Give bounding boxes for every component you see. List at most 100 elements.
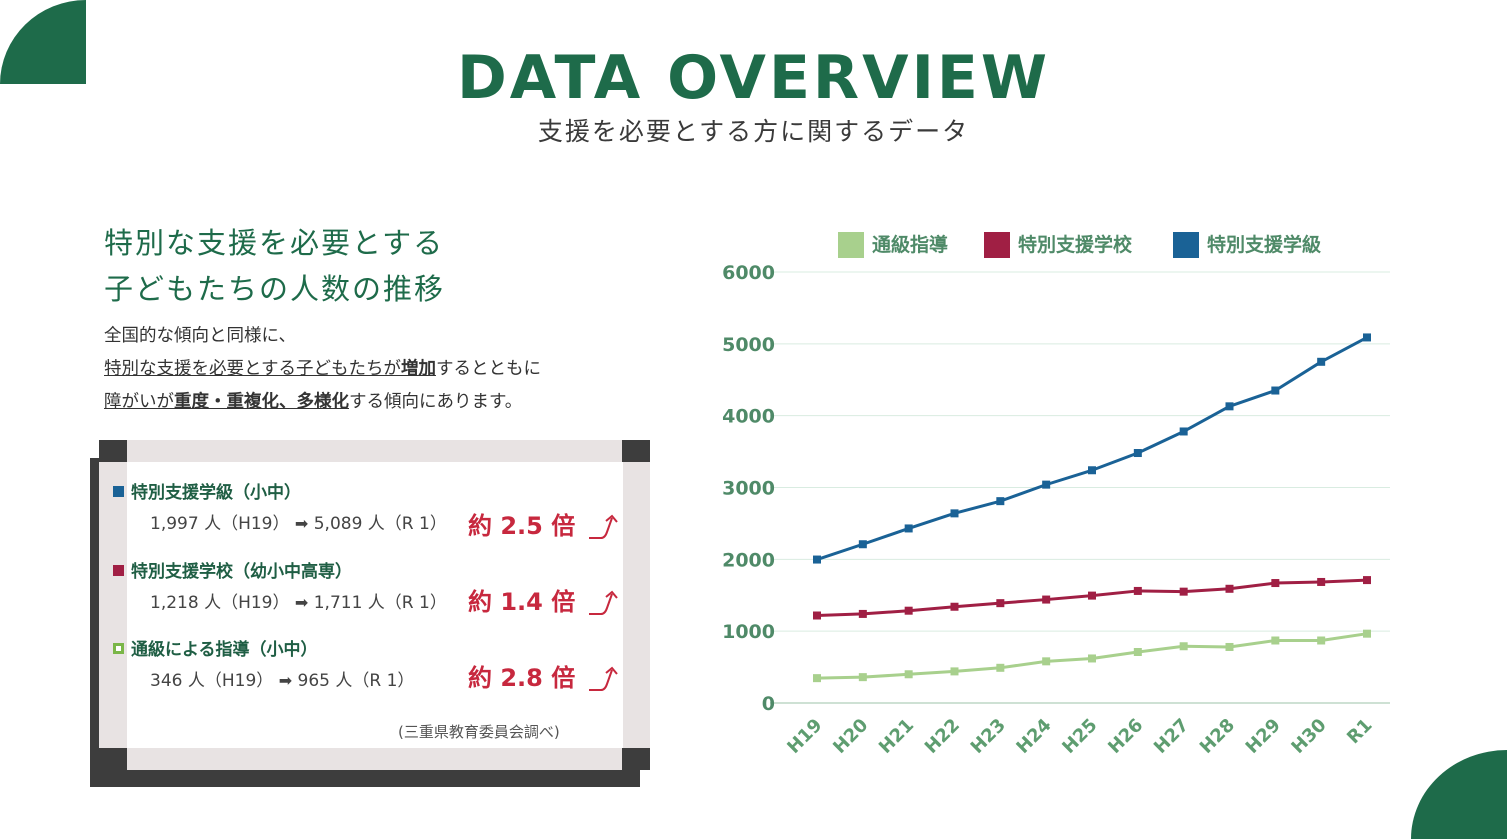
- section-heading-line-2: 子どもたちの人数の推移: [104, 272, 446, 306]
- desc-line-3-tail: する傾向にあります。: [349, 392, 523, 412]
- x-tick-label: H21: [875, 715, 918, 758]
- data-point-s2-9: [1225, 402, 1234, 411]
- page-subtitle: 支援を必要とする方に関するデータ: [537, 117, 970, 146]
- stat-item-detail-3: 346 人（H19） ➡ 965 人（R 1）: [150, 668, 414, 694]
- data-point-s2-2: [904, 524, 913, 533]
- desc-line-1: 全国的な傾向と同様に、: [104, 326, 296, 346]
- data-point-s2-0: [813, 555, 821, 564]
- legend-square-blue-icon: [113, 486, 124, 497]
- card-corner-top-right: [622, 440, 650, 462]
- data-point-s0-3: [950, 667, 959, 676]
- y-tick-label: 4000: [722, 406, 775, 428]
- up-arrow-icon: [589, 590, 618, 615]
- data-point-s1-1: [858, 609, 867, 618]
- data-point-s1-4: [996, 599, 1005, 608]
- x-tick-label: H22: [921, 715, 964, 758]
- stat-item-from-3: 346 人（H19）: [150, 671, 274, 691]
- data-point-s2-7: [1133, 449, 1142, 458]
- data-point-s1-8: [1179, 587, 1188, 596]
- legend-label-school: 特別支援学校: [1018, 234, 1133, 256]
- y-tick-label: 2000: [722, 549, 775, 571]
- card-corner-top-left: [99, 440, 127, 462]
- data-point-s1-0: [813, 611, 821, 620]
- page-title: DATA OVERVIEW: [456, 43, 1051, 113]
- data-point-s2-10: [1271, 386, 1280, 395]
- x-tick-label: R1: [1343, 715, 1377, 749]
- data-point-s2-4: [996, 497, 1005, 506]
- x-tick-label: H26: [1104, 715, 1147, 758]
- data-point-s1-3: [950, 602, 959, 611]
- legend-label-tsukyu: 通級指導: [872, 234, 949, 256]
- desc-line-3-underlined: 障がいが: [104, 392, 174, 412]
- legend-label-class: 特別支援学級: [1207, 234, 1322, 256]
- data-point-s0-9: [1225, 642, 1234, 651]
- data-point-s1-9: [1225, 584, 1234, 593]
- stat-item-ratio-2: 約 1.4 倍: [468, 588, 576, 616]
- data-point-s0-7: [1133, 647, 1142, 656]
- desc-line-2-emphasis: 増加: [400, 359, 436, 379]
- data-point-s1-7: [1133, 586, 1142, 595]
- data-point-s0-6: [1088, 654, 1096, 663]
- legend-swatch-tsukyu: [838, 232, 864, 258]
- y-tick-label: 3000: [722, 478, 775, 500]
- stat-item-to-3: 965 人（R 1）: [297, 671, 415, 691]
- legend-square-green-icon: [113, 643, 124, 654]
- legend-swatch-school: [984, 232, 1010, 258]
- data-point-s2-3: [950, 509, 959, 518]
- data-point-s1-2: [904, 606, 913, 615]
- y-tick-label: 0: [762, 693, 775, 715]
- stat-item-title-3-text: 通級による指導（小中）: [131, 640, 318, 660]
- stat-item-detail-2: 1,218 人（H19） ➡ 1,711 人（R 1）: [150, 590, 447, 616]
- data-point-s0-2: [904, 670, 913, 679]
- stat-item-to-2: 1,711 人（R 1）: [313, 593, 447, 613]
- data-point-s0-0: [813, 674, 821, 683]
- data-point-s2-6: [1088, 466, 1096, 475]
- data-point-s0-4: [996, 663, 1005, 672]
- x-tick-label: H19: [783, 715, 826, 758]
- stats-card: [127, 462, 623, 748]
- x-tick-label: H29: [1242, 715, 1285, 758]
- data-point-s2-8: [1179, 427, 1188, 436]
- data-point-s2-11: [1317, 357, 1326, 366]
- stat-item-ratio-1: 約 2.5 倍: [468, 512, 576, 540]
- x-tick-label: H27: [1150, 715, 1193, 758]
- x-tick-label: H24: [1012, 715, 1055, 758]
- desc-line-3-emphasis: 重度・重複化、多様化: [174, 392, 349, 412]
- right-arrow-icon: ➡: [294, 514, 309, 533]
- x-tick-label: H20: [829, 715, 872, 758]
- data-point-s0-5: [1042, 657, 1051, 666]
- section-heading: 特別な支援を必要とする 子どもたちの人数の推移: [104, 220, 445, 312]
- legend-swatch-class: [1173, 232, 1199, 258]
- stat-item-to-1: 5,089 人（R 1）: [313, 514, 447, 534]
- y-tick-label: 6000: [722, 262, 775, 284]
- stat-item-title-1-text: 特別支援学級（小中）: [131, 483, 301, 503]
- up-arrow-icon: [589, 666, 618, 691]
- data-point-s1-6: [1088, 591, 1096, 600]
- data-point-s0-11: [1317, 636, 1326, 645]
- stat-item-title-2: 特別支援学校（幼小中高専）: [113, 560, 352, 584]
- data-source-note: (三重県教育委員会調べ): [398, 723, 560, 741]
- y-tick-label: 5000: [722, 334, 775, 356]
- data-point-s1-5: [1042, 595, 1051, 604]
- card-corner-bottom-left: [99, 748, 127, 770]
- stat-item-title-3: 通級による指導（小中）: [113, 638, 318, 662]
- desc-line-2-tail: するとともに: [435, 359, 541, 379]
- data-point-s0-1: [858, 673, 867, 682]
- x-tick-label: H23: [967, 715, 1010, 758]
- data-point-s1-12: [1363, 576, 1371, 585]
- data-point-s1-11: [1317, 577, 1326, 586]
- x-tick-label: H30: [1287, 715, 1330, 758]
- up-arrow-icon: [589, 514, 618, 539]
- data-point-s1-10: [1271, 579, 1280, 588]
- stat-item-title-2-text: 特別支援学校（幼小中高専）: [131, 562, 352, 582]
- desc-line-2-underlined: 特別な支援を必要とする子どもたちが: [104, 359, 401, 379]
- section-description: 全国的な傾向と同様に、 特別な支援を必要とする子どもたちが増加するとともに 障が…: [104, 320, 541, 419]
- section-heading-line-1: 特別な支援を必要とする: [104, 226, 445, 260]
- desc-line-3: 障がいが重度・重複化、多様化する傾向にあります。: [104, 386, 541, 419]
- desc-line-2: 特別な支援を必要とする子どもたちが増加するとともに: [104, 353, 541, 386]
- right-arrow-icon: ➡: [278, 671, 293, 690]
- card-corner-bottom-right: [622, 748, 650, 770]
- stat-item-from-1: 1,997 人（H19）: [150, 514, 290, 534]
- data-point-s2-5: [1042, 480, 1051, 489]
